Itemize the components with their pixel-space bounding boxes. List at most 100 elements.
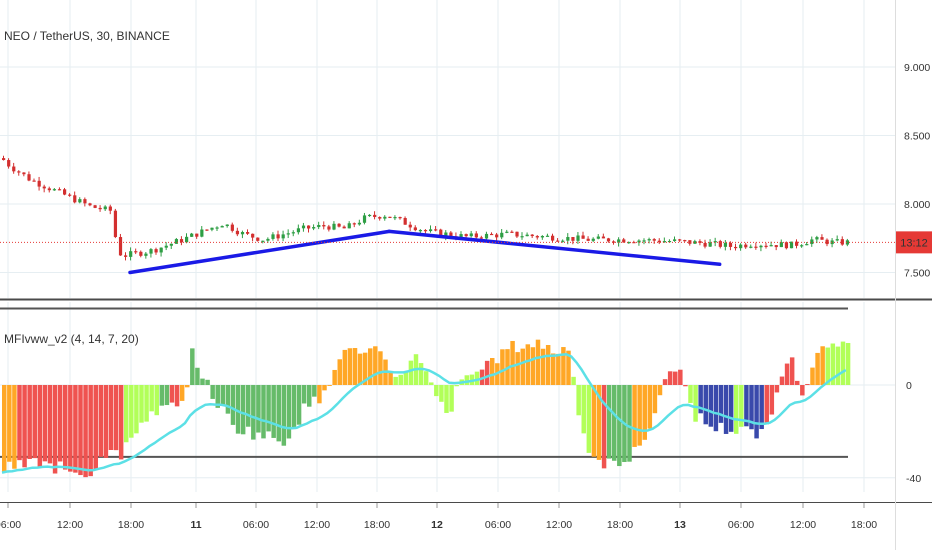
time-axis-label: 11 xyxy=(190,519,201,531)
candle-body xyxy=(449,232,453,237)
candle-body xyxy=(845,240,850,245)
histogram-bar xyxy=(2,385,7,473)
histogram-bar xyxy=(240,385,246,435)
time-axis-label: 12:00 xyxy=(790,519,816,531)
histogram-bar xyxy=(586,385,592,453)
candle-body xyxy=(561,240,565,242)
histogram-bar xyxy=(408,360,414,385)
candle-body xyxy=(378,217,382,219)
candle-body xyxy=(27,174,31,181)
candle-body xyxy=(93,205,97,208)
candle-body xyxy=(779,242,783,248)
histogram-bar xyxy=(637,385,642,446)
candle-body xyxy=(434,229,438,231)
trendline[interactable] xyxy=(128,229,392,275)
candle-body xyxy=(281,234,285,239)
histogram-bar xyxy=(805,384,810,386)
price-badge xyxy=(896,231,932,254)
osc-axis-label: 0 xyxy=(906,380,912,392)
candle-body xyxy=(617,239,621,243)
candle-body xyxy=(205,229,209,231)
histogram-bar xyxy=(200,378,205,385)
histogram-bar xyxy=(667,371,673,385)
histogram-bar xyxy=(591,385,597,457)
candle-body xyxy=(68,194,72,196)
price-axis-label: 8.500 xyxy=(904,131,930,143)
histogram-bar xyxy=(464,375,470,385)
candle-body xyxy=(586,238,590,241)
histogram-bar xyxy=(561,347,566,385)
histogram-bar xyxy=(754,385,759,439)
price-axis-label: 8.000 xyxy=(904,199,930,211)
time-axis-label: 06:00 xyxy=(243,519,269,531)
histogram-bar xyxy=(261,385,266,439)
candle-body xyxy=(312,227,316,229)
histogram-bar xyxy=(266,385,271,432)
histogram-bar xyxy=(454,385,459,387)
histogram-bar xyxy=(220,385,226,406)
histogram-bar xyxy=(490,358,495,385)
candle-body xyxy=(479,237,484,239)
histogram-bar xyxy=(235,385,241,434)
candle-body xyxy=(179,239,184,243)
histogram-bar xyxy=(190,348,195,385)
trendline[interactable] xyxy=(387,229,722,267)
histogram-bar xyxy=(164,385,170,406)
histogram-bar xyxy=(357,353,363,385)
time-axis-label: 06:00 xyxy=(0,519,21,531)
candle-body xyxy=(556,240,560,242)
histogram-bar xyxy=(52,385,58,474)
histogram-bar xyxy=(764,385,769,425)
histogram-bar xyxy=(662,379,668,385)
candle-body xyxy=(42,186,46,189)
candle-body xyxy=(98,207,102,210)
histogram-bar xyxy=(825,347,830,385)
histogram-bar xyxy=(830,343,836,385)
histogram-bar xyxy=(545,345,551,385)
candle-body xyxy=(734,246,738,249)
candle-body xyxy=(169,243,173,246)
candle-body xyxy=(149,249,153,254)
histogram-bar xyxy=(652,385,658,414)
histogram-bar xyxy=(769,385,775,415)
candle-body xyxy=(728,242,733,247)
histogram-bar xyxy=(683,385,688,387)
candle-body xyxy=(459,234,463,238)
histogram-bar xyxy=(820,346,825,385)
candle-body xyxy=(713,241,717,243)
histogram-bar xyxy=(32,385,37,459)
candle-body xyxy=(749,246,753,248)
candle-body xyxy=(408,224,412,228)
histogram-bar xyxy=(429,382,434,385)
time-axis-label: 18:00 xyxy=(607,519,633,531)
candle-body xyxy=(535,236,539,238)
histogram-bar xyxy=(840,341,846,385)
histogram-bar xyxy=(154,385,159,416)
histogram-bar xyxy=(566,350,571,385)
histogram-bar xyxy=(134,385,139,434)
candle-body xyxy=(622,239,626,243)
histogram-bar xyxy=(322,385,327,391)
histogram-bar xyxy=(800,385,805,396)
candle-body xyxy=(510,231,514,233)
candle-body xyxy=(113,210,118,238)
histogram-bar xyxy=(774,385,780,393)
histogram-bar xyxy=(418,363,424,385)
histogram-bar xyxy=(185,385,190,388)
histogram-bar xyxy=(129,385,134,438)
candle-body xyxy=(657,240,661,243)
candle-body xyxy=(774,245,778,248)
histogram-bar xyxy=(434,385,439,397)
candle-body xyxy=(83,199,87,204)
candle-body xyxy=(134,251,138,253)
candle-body xyxy=(825,239,829,245)
histogram-bar xyxy=(63,385,68,470)
candle-body xyxy=(571,237,575,241)
osc-axis-label: -40 xyxy=(906,473,921,485)
histogram-bar xyxy=(342,349,348,385)
histogram-bar xyxy=(149,385,154,412)
histogram-bar xyxy=(27,385,32,459)
candle-body xyxy=(678,239,682,241)
candle-body xyxy=(652,239,656,241)
